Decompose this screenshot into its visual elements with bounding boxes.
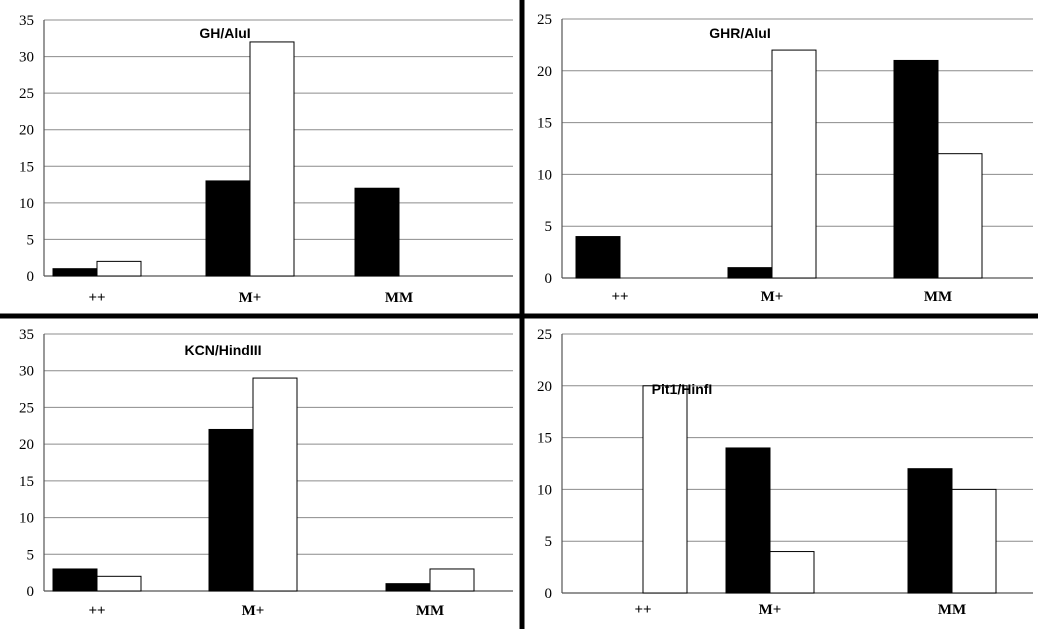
- bar-MM-series-2: [951, 488, 997, 594]
- y-tick-label: 25: [537, 327, 552, 343]
- x-tick-label: MM: [385, 290, 413, 306]
- y-tick-label: 15: [537, 116, 552, 132]
- chart-panel-1: 0 5 10 15 20 25 30 35 ++ M+ MM GH/AluI: [19, 13, 513, 306]
- y-tick-label: 5: [545, 534, 553, 550]
- y-tick-label: 35: [19, 13, 34, 29]
- bar-M+-series-1: [208, 428, 254, 592]
- bar-MM-series-1: [893, 59, 939, 279]
- y-tick-label: 20: [537, 64, 552, 80]
- chart-panel-3: 0 5 10 15 20 25 30 35 ++ M+ MM KCN/HindIII: [19, 327, 513, 619]
- bar-M+-series-1: [205, 180, 251, 277]
- y-tick-label: 10: [537, 482, 552, 498]
- x-tick-label: MM: [924, 289, 952, 305]
- x-tick-label: MM: [938, 602, 966, 618]
- y-tick-label: 25: [19, 400, 34, 416]
- x-tick-label: ++: [611, 289, 628, 305]
- chart-title: GHR/AluI: [709, 25, 770, 41]
- x-tick-label: M+: [242, 603, 265, 619]
- bar-M+-series-1: [727, 267, 773, 279]
- y-tick-label: 25: [19, 86, 34, 102]
- y-tick-label: 5: [545, 219, 553, 235]
- bar-MM-series-1: [385, 583, 431, 592]
- bar-++-series-2: [96, 575, 142, 592]
- bar-++-series-2: [642, 385, 688, 594]
- bar-MM-series-2: [429, 568, 475, 592]
- y-tick-label: 0: [27, 584, 35, 600]
- y-tick-label: 20: [19, 123, 34, 139]
- bar-MM-series-1: [907, 468, 953, 594]
- chart-panels: 0 5 10 15 20 25 30 35 ++ M+ MM GH/AluI 0 5 10 15 20 25 ++ M…: [19, 12, 1033, 619]
- chart-title: KCN/HindIII: [185, 342, 262, 358]
- x-tick-label: MM: [416, 603, 444, 619]
- y-tick-label: 0: [27, 269, 35, 285]
- x-tick-label: M+: [761, 289, 784, 305]
- chart-title: GH/AluI: [199, 25, 250, 41]
- y-tick-label: 30: [19, 364, 34, 380]
- y-tick-label: 10: [19, 511, 34, 527]
- bar-++-series-1: [52, 568, 98, 592]
- x-tick-label: M+: [759, 602, 782, 618]
- y-tick-label: 15: [19, 159, 34, 175]
- y-tick-label: 10: [19, 196, 34, 212]
- chart-panel-4: 0 5 10 15 20 25 ++ M+ MM Pit1/HinfI: [537, 327, 1033, 618]
- bar-MM-series-2: [937, 153, 983, 279]
- y-tick-label: 0: [545, 586, 553, 602]
- x-tick-label: M+: [239, 290, 262, 306]
- y-tick-label: 15: [537, 431, 552, 447]
- bar-M+-series-2: [249, 41, 295, 277]
- y-tick-label: 25: [537, 12, 552, 28]
- bar-M+-series-1: [725, 447, 771, 594]
- y-tick-label: 20: [19, 437, 34, 453]
- bar-MM-series-1: [354, 187, 400, 277]
- y-tick-label: 0: [545, 271, 553, 287]
- bar-M+-series-2: [252, 377, 298, 592]
- x-tick-label: ++: [88, 290, 105, 306]
- y-tick-label: 30: [19, 50, 34, 66]
- chart-title: Pit1/HinfI: [652, 381, 713, 397]
- bar-++-series-1: [575, 236, 621, 279]
- x-tick-label: ++: [634, 602, 651, 618]
- y-tick-label: 10: [537, 167, 552, 183]
- y-tick-label: 15: [19, 474, 34, 490]
- bar-M+-series-2: [769, 551, 815, 594]
- y-tick-label: 5: [27, 232, 35, 248]
- bar-++-series-2: [96, 260, 142, 277]
- x-tick-label: ++: [88, 603, 105, 619]
- bar-++-series-1: [52, 268, 98, 277]
- chart-panel-2: 0 5 10 15 20 25 ++ M+ MM GHR/AluI: [537, 12, 1033, 305]
- y-tick-label: 35: [19, 327, 34, 343]
- bar-M+-series-2: [771, 49, 817, 279]
- y-tick-label: 20: [537, 379, 552, 395]
- y-tick-label: 5: [27, 547, 35, 563]
